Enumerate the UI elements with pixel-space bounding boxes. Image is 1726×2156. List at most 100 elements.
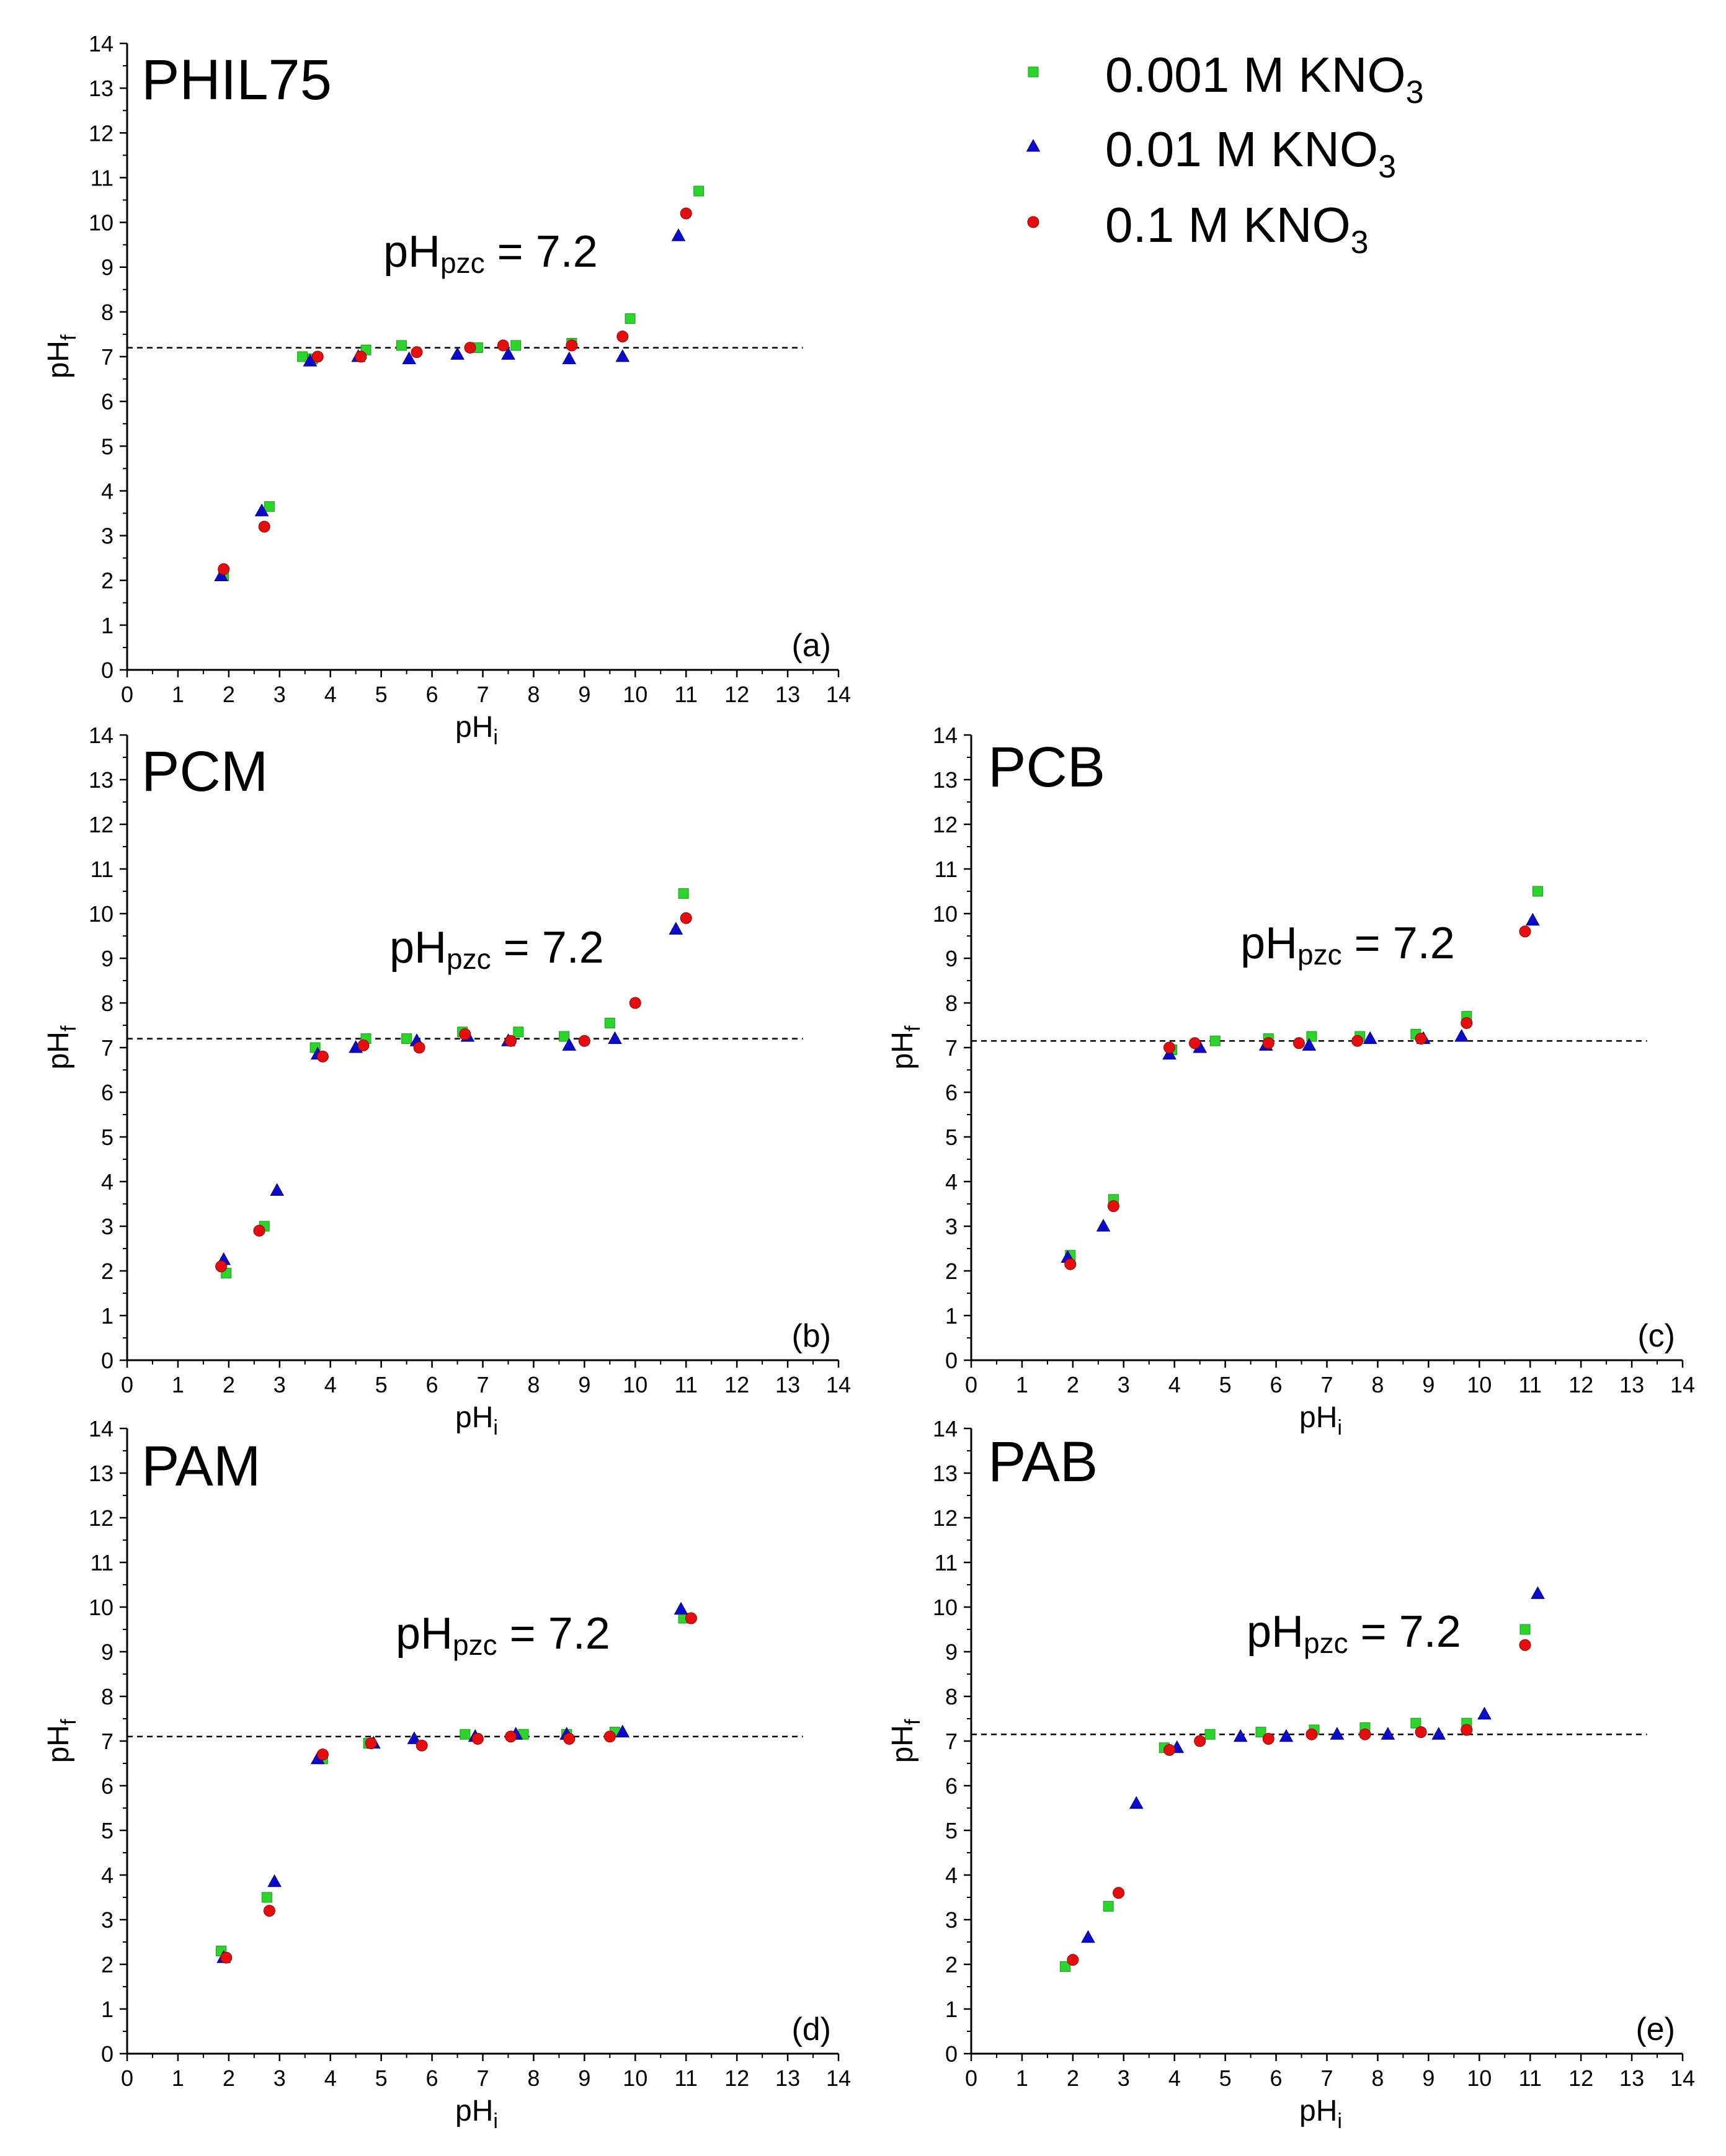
data-point xyxy=(1410,1717,1421,1729)
y-tick-label: 13 xyxy=(933,1461,958,1486)
legend-label: 0.001 M KNO3 xyxy=(1105,47,1424,110)
y-tick-label: 6 xyxy=(101,1080,113,1105)
x-tick-label: 1 xyxy=(1016,2065,1028,2091)
data-point xyxy=(501,347,515,360)
x-tick-label: 3 xyxy=(274,682,286,707)
x-tick-label: 14 xyxy=(826,2065,851,2091)
x-axis-title: pHi xyxy=(1299,1401,1342,1440)
y-tick-label: 5 xyxy=(945,1818,958,1843)
data-point xyxy=(396,340,407,351)
x-axis-title: pHi xyxy=(455,711,498,749)
data-point xyxy=(562,1038,577,1051)
legend-item-series-001m: 0.01 M KNO3 xyxy=(1026,122,1396,185)
data-point xyxy=(497,339,509,352)
y-tick-label: 4 xyxy=(101,478,113,504)
x-tick-label: 1 xyxy=(172,1372,184,1397)
data-point xyxy=(678,888,689,899)
legend-item-series-0001m: 0.001 M KNO3 xyxy=(1028,47,1424,110)
x-tick-label: 12 xyxy=(1568,1372,1593,1397)
data-point xyxy=(365,1737,377,1750)
y-tick-label: 14 xyxy=(89,31,113,56)
data-point xyxy=(629,997,641,1009)
y-tick-label: 12 xyxy=(89,120,113,146)
data-point xyxy=(1381,1727,1395,1740)
x-tick-label: 2 xyxy=(1067,1372,1079,1397)
data-point xyxy=(1330,1727,1345,1740)
data-point xyxy=(316,1050,329,1062)
data-point xyxy=(1262,1732,1274,1745)
x-tick-label: 6 xyxy=(426,1372,438,1397)
y-tick-label: 7 xyxy=(101,344,113,370)
data-point xyxy=(311,350,324,363)
series-01m xyxy=(220,1612,697,1964)
data-point xyxy=(1454,1028,1469,1042)
data-point xyxy=(1415,1726,1427,1739)
y-tick-label: 3 xyxy=(101,523,113,549)
data-point xyxy=(616,331,629,343)
y-tick-label: 11 xyxy=(91,1550,113,1575)
legend-item-series-01m: 0.1 M KNO3 xyxy=(1027,197,1369,261)
x-tick-label: 0 xyxy=(121,1372,133,1397)
y-tick-label: 0 xyxy=(101,2041,113,2067)
data-point xyxy=(1113,1887,1125,1899)
y-tick-label: 1 xyxy=(945,1997,958,2022)
pzc-label: pHpzc = 7.2 xyxy=(389,923,604,975)
data-point xyxy=(563,1732,576,1745)
x-tick-label: 11 xyxy=(675,1372,698,1397)
series-01m xyxy=(1064,925,1531,1270)
x-tick-label: 9 xyxy=(578,2065,590,2091)
y-tick-label: 7 xyxy=(945,1729,958,1754)
y-tick-label: 4 xyxy=(101,1169,113,1195)
y-tick-label: 13 xyxy=(933,767,958,793)
x-tick-label: 14 xyxy=(826,1372,851,1397)
data-point xyxy=(1477,1706,1492,1720)
data-point xyxy=(1279,1729,1294,1742)
data-point xyxy=(615,349,630,362)
y-tick-label: 11 xyxy=(935,857,958,882)
x-tick-label: 1 xyxy=(1016,1372,1028,1397)
x-tick-label: 8 xyxy=(527,1372,540,1397)
series-01m xyxy=(1067,1639,1531,1966)
x-tick-label: 14 xyxy=(1670,2065,1695,2091)
y-tick-label: 12 xyxy=(933,1505,958,1531)
y-tick-label: 14 xyxy=(933,1416,958,1441)
y-tick-label: 12 xyxy=(933,812,958,837)
x-tick-label: 9 xyxy=(1422,2065,1435,2091)
x-tick-label: 2 xyxy=(223,1372,235,1397)
x-tick-label: 12 xyxy=(724,1372,749,1397)
pzc-label: pHpzc = 7.2 xyxy=(1240,919,1455,971)
data-point xyxy=(407,1731,422,1744)
y-tick-label: 11 xyxy=(935,1550,958,1575)
y-tick-label: 13 xyxy=(89,1461,113,1486)
x-tick-label: 11 xyxy=(675,682,698,707)
x-tick-label: 0 xyxy=(965,2065,977,2091)
y-tick-label: 9 xyxy=(101,946,113,971)
x-tick-label: 13 xyxy=(775,682,800,707)
panel-tag: (d) xyxy=(791,2011,831,2047)
data-point xyxy=(680,912,692,924)
data-point xyxy=(674,1601,688,1615)
x-tick-label: 10 xyxy=(1467,2065,1492,2091)
panel-tag: (c) xyxy=(1637,1318,1675,1354)
x-tick-label: 4 xyxy=(1168,2065,1181,2091)
data-point xyxy=(258,520,270,533)
data-point xyxy=(562,351,577,365)
y-tick-label: 13 xyxy=(89,76,113,101)
x-tick-label: 11 xyxy=(675,2065,698,2091)
x-tick-label: 6 xyxy=(1270,1372,1283,1397)
data-point xyxy=(603,1731,616,1743)
y-tick-label: 14 xyxy=(89,1416,113,1441)
y-tick-label: 8 xyxy=(101,991,113,1016)
x-tick-label: 4 xyxy=(324,1372,337,1397)
x-axis-title: pHi xyxy=(455,2095,498,2133)
data-point xyxy=(297,351,308,362)
x-tick-label: 5 xyxy=(375,2065,388,2091)
x-tick-label: 6 xyxy=(1270,2065,1283,2091)
data-point xyxy=(669,922,683,935)
y-tick-label: 2 xyxy=(101,1952,113,1977)
data-point xyxy=(1359,1728,1371,1740)
